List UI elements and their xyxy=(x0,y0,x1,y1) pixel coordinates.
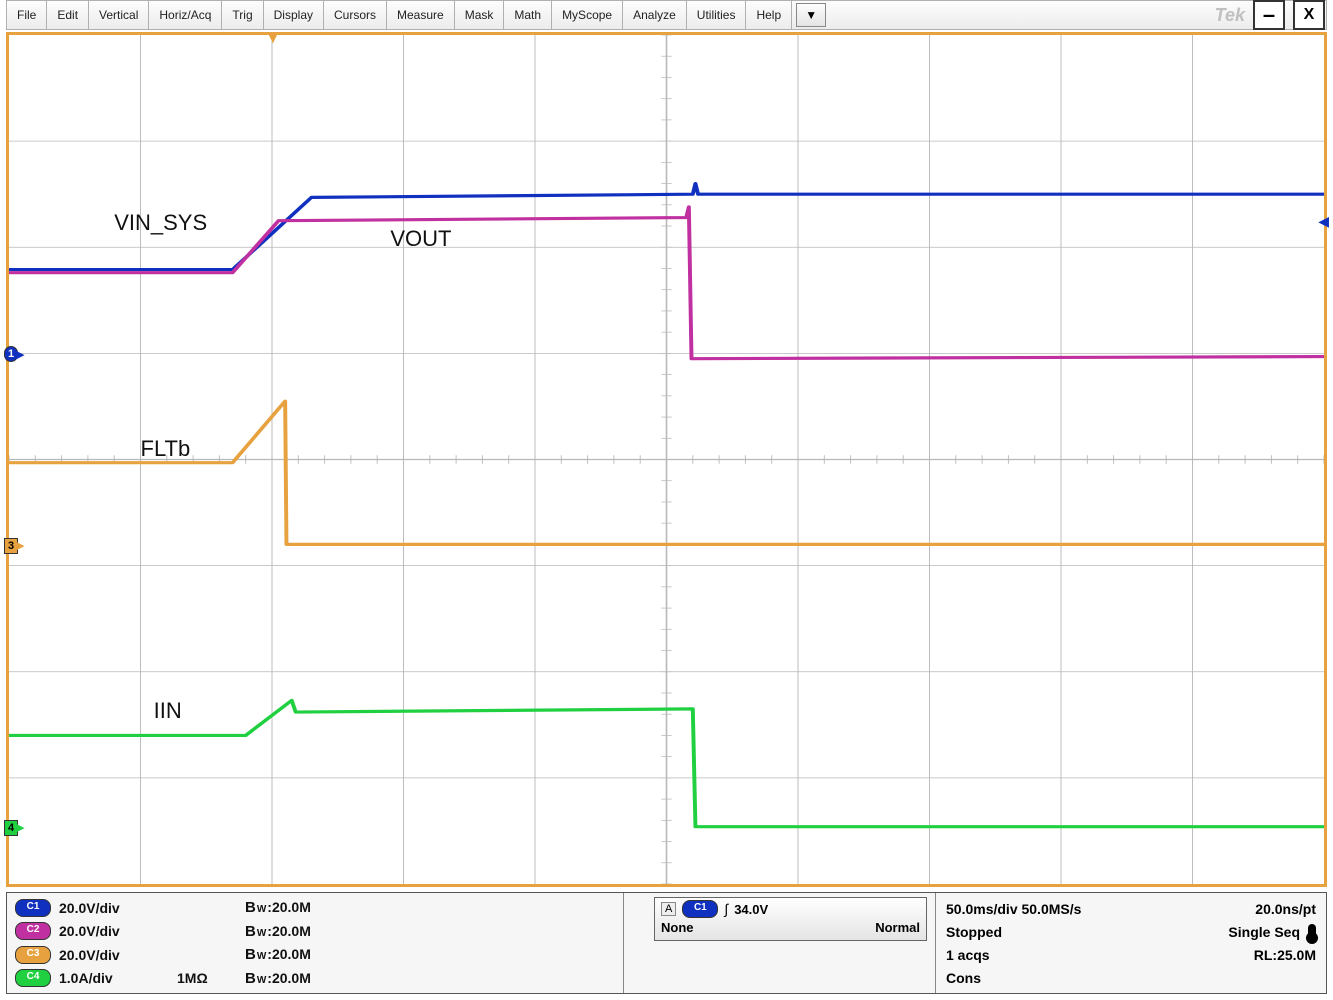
trigger-level-marker[interactable]: ◀ xyxy=(1318,213,1329,230)
trigger-channel-badge: C1 xyxy=(682,900,718,918)
brand-logo: Tek xyxy=(1215,5,1245,26)
sample-resolution-label: 20.0ns/pt xyxy=(1255,901,1316,917)
signal-label-vout: VOUT xyxy=(390,226,451,252)
close-button[interactable]: X xyxy=(1293,0,1325,30)
channel-badge: C1 xyxy=(15,899,51,917)
trigger-a-label: A xyxy=(661,902,676,916)
channel-scale: 20.0V/div xyxy=(59,923,169,939)
menu-item-help[interactable]: Help xyxy=(746,1,792,29)
menu-bar: FileEditVerticalHoriz/AcqTrigDisplayCurs… xyxy=(6,0,1327,30)
trigger-level-value: 34.0V xyxy=(734,902,768,917)
trigger-source-mode: None xyxy=(661,920,694,935)
trigger-panel: A C1 ∫ 34.0V None Normal xyxy=(624,893,936,993)
channel-row-c1[interactable]: C1 20.0V/div BW:20.0M xyxy=(15,899,615,917)
channel-badge: C3 xyxy=(15,946,51,964)
channel-bandwidth: BW:20.0M xyxy=(245,946,311,963)
trigger-mode: Normal xyxy=(875,920,920,935)
channel-scale: 1.0A/div xyxy=(59,970,169,986)
app-root: FileEditVerticalHoriz/AcqTrigDisplayCurs… xyxy=(0,0,1333,1000)
timebase-label: 50.0ms/div 50.0MS/s xyxy=(946,901,1081,917)
acq-count-label: 1 acqs xyxy=(946,947,990,963)
menu-item-cursors[interactable]: Cursors xyxy=(324,1,387,29)
titlebar-right: Tek – X xyxy=(1215,0,1325,30)
menu-dropdown-button[interactable]: ▼ xyxy=(796,3,826,27)
channel-row-c4[interactable]: C4 1.0A/div 1MΩ BW:20.0M xyxy=(15,969,615,987)
acq-mode-label: Single Seq xyxy=(1228,924,1300,940)
trigger-edge-icon: ∫ xyxy=(724,901,728,917)
channel-marker-1[interactable]: 1▶ xyxy=(4,346,25,362)
bottom-panel: C120.0V/divBW:20.0MC220.0V/divBW:20.0MC3… xyxy=(6,892,1327,994)
signal-label-vinsys: VIN_SYS xyxy=(114,210,207,236)
channel-bandwidth: BW:20.0M xyxy=(245,970,311,987)
menu-item-horizacq[interactable]: Horiz/Acq xyxy=(149,1,222,29)
menu-item-vertical[interactable]: Vertical xyxy=(89,1,149,29)
channel-row-c3[interactable]: C3 20.0V/div BW:20.0M xyxy=(15,946,615,964)
channel-marker-4[interactable]: 4▶ xyxy=(4,820,25,836)
minimize-icon: – xyxy=(1263,9,1275,21)
channel-impedance: 1MΩ xyxy=(177,970,237,986)
chevron-down-icon: ▼ xyxy=(805,8,817,22)
channel-row-c2[interactable]: C2 20.0V/div BW:20.0M xyxy=(15,922,615,940)
menu-item-utilities[interactable]: Utilities xyxy=(687,1,747,29)
trigger-position-marker[interactable]: ▼ xyxy=(266,30,280,46)
thermometer-icon xyxy=(1308,924,1316,940)
menu-item-mask[interactable]: Mask xyxy=(455,1,505,29)
menu-item-file[interactable]: File xyxy=(7,1,47,29)
scope-area: ▼ 1▶ 3▶ 4▶ ◀ VIN_SYS VOUT FLTb IIN xyxy=(6,32,1327,887)
channel-bandwidth: BW:20.0M xyxy=(245,923,311,940)
menu-item-edit[interactable]: Edit xyxy=(47,1,89,29)
menu-item-trig[interactable]: Trig xyxy=(222,1,263,29)
status-panel: 50.0ms/div 50.0MS/s 20.0ns/pt Stopped Si… xyxy=(936,893,1326,993)
minimize-button[interactable]: – xyxy=(1253,0,1285,30)
record-length-label: RL:25.0M xyxy=(1254,947,1316,963)
signal-label-fltb: FLTb xyxy=(141,436,191,462)
acq-state-label: Stopped xyxy=(946,924,1002,940)
close-icon: X xyxy=(1304,6,1315,24)
status-cons-label: Cons xyxy=(946,970,981,986)
trigger-box[interactable]: A C1 ∫ 34.0V None Normal xyxy=(654,897,927,941)
channel-badge: C2 xyxy=(15,922,51,940)
channel-badge: C4 xyxy=(15,969,51,987)
menu-item-myscope[interactable]: MyScope xyxy=(552,1,623,29)
channel-scale: 20.0V/div xyxy=(59,900,169,916)
scope-canvas xyxy=(9,35,1324,884)
menu-item-analyze[interactable]: Analyze xyxy=(623,1,687,29)
channel-marker-3[interactable]: 3▶ xyxy=(4,538,25,554)
channel-info-panel: C120.0V/divBW:20.0MC220.0V/divBW:20.0MC3… xyxy=(7,893,624,993)
channel-bandwidth: BW:20.0M xyxy=(245,899,311,916)
signal-label-iin: IIN xyxy=(154,698,182,724)
channel-scale: 20.0V/div xyxy=(59,947,169,963)
menu-item-math[interactable]: Math xyxy=(504,1,552,29)
menu-item-display[interactable]: Display xyxy=(264,1,324,29)
menu-item-measure[interactable]: Measure xyxy=(387,1,455,29)
